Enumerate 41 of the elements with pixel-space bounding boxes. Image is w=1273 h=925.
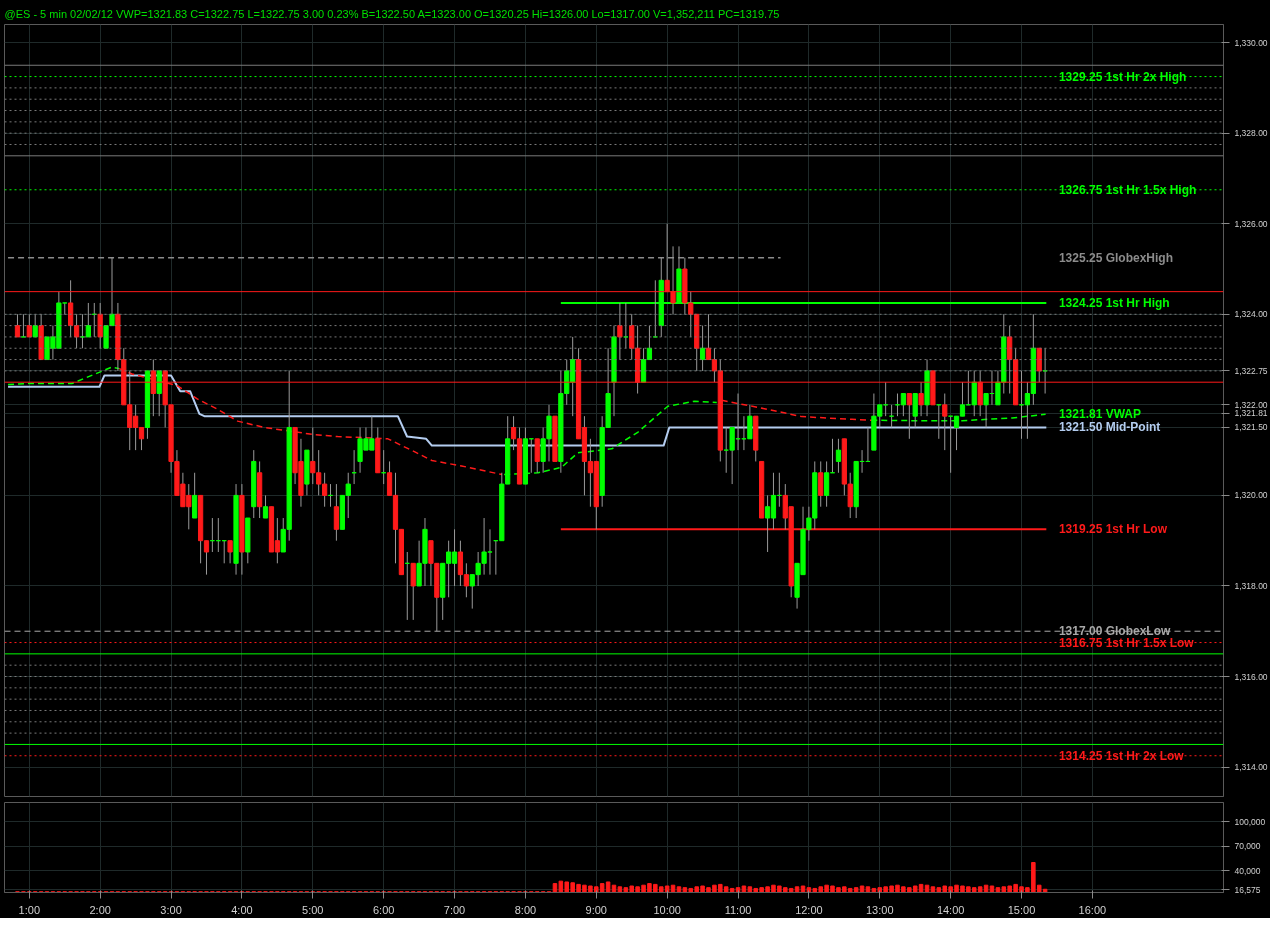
x-tick-label: 16:00 <box>1078 903 1107 916</box>
series-label: 1319.25 1st Hr Low <box>1058 522 1168 537</box>
x-tick-label: 1:00 <box>18 903 41 916</box>
x-tick-label: 12:00 <box>795 903 823 916</box>
y-tick-label: 1,318.00 <box>1234 580 1268 591</box>
x-tick-label: 6:00 <box>372 903 395 916</box>
x-tick-label: 5:00 <box>302 903 324 916</box>
y-tick-label: 1,328.00 <box>1234 128 1268 139</box>
x-tick-label: 9:00 <box>585 903 607 916</box>
y-tick-label: 1,321.50 <box>1234 422 1268 433</box>
x-tick-label: 15:00 <box>1007 903 1036 916</box>
x-tick-label: 13:00 <box>866 903 894 916</box>
x-tick-label: 8:00 <box>514 903 537 916</box>
ref-line-label: 1329.25 1st Hr 2x High <box>1058 69 1187 84</box>
y-tick-label: 1,316.00 <box>1234 671 1268 682</box>
y-tick-label: 16,575 <box>1234 884 1261 895</box>
ref-line-label: 1326.75 1st Hr 1.5x High <box>1058 182 1197 197</box>
ref-line-label: 1314.25 1st Hr 2x Low <box>1058 748 1185 763</box>
y-tick-label: 100,000 <box>1234 816 1266 827</box>
y-tick-label: 1,322.75 <box>1234 365 1268 376</box>
y-tick-label: 1,321.81 <box>1234 408 1268 419</box>
y-tick-label: 1,322.00 <box>1234 399 1268 410</box>
x-tick-label: 14:00 <box>936 903 965 916</box>
x-tick-label: 11:00 <box>724 903 752 916</box>
y-tick-label: 1,326.00 <box>1234 218 1268 229</box>
series-label: 1324.25 1st Hr High <box>1058 295 1170 310</box>
chart-title: @ES - 5 min 02/02/12 VWP=1321.83 C=1322.75 L=1322.75 3.00 0.23% B=1322.50 A=1323.00 O=1320.25 Hi=1326.00 Lo=1317.00 V=1,352,211 PC=1319.75 <box>4 7 780 20</box>
x-tick-label: 2:00 <box>89 903 111 916</box>
x-tick-label: 4:00 <box>231 903 253 916</box>
series-label: 1321.81 VWAP <box>1058 407 1141 422</box>
y-tick-label: 40,000 <box>1234 865 1261 876</box>
y-tick-label: 70,000 <box>1234 841 1261 852</box>
x-tick-label: 3:00 <box>160 903 182 916</box>
y-tick-label: 1,324.00 <box>1234 309 1268 320</box>
y-tick-label: 1,314.00 <box>1234 762 1268 773</box>
series-label: 1321.50 Mid-Point <box>1058 420 1161 435</box>
y-tick-label: 1,330.00 <box>1234 37 1268 48</box>
text: 1325.25 GlobexHigh <box>1058 250 1173 265</box>
x-tick-label: 7:00 <box>443 903 466 916</box>
x-tick-label: 10:00 <box>653 903 681 916</box>
y-tick-label: 1,320.00 <box>1234 490 1268 501</box>
